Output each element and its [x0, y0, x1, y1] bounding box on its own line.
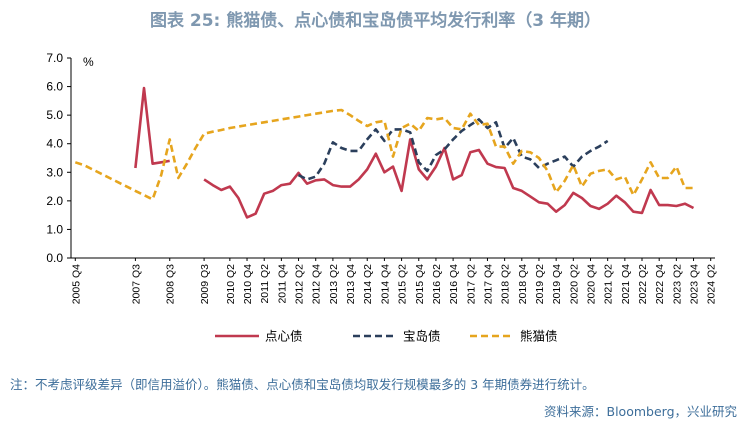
series-line-2	[297, 118, 609, 181]
y-tick-label: 4.0	[46, 137, 63, 151]
x-tick-label: 2017 Q4	[482, 264, 494, 304]
x-tick-label: 2024 Q2	[706, 264, 718, 304]
x-tick-label: 2017 Q2	[465, 264, 477, 304]
x-tick-label: 2013 Q4	[345, 264, 357, 304]
x-tick-label: 2007 Q3	[130, 264, 142, 304]
series-line-1	[134, 86, 170, 169]
y-axis-tick-labels: 0.0 1.0 2.0 3.0 4.0 5.0 6.0 7.0%	[46, 51, 94, 265]
x-tick-label: 2011 Q4	[276, 264, 288, 304]
x-tick-label: 2010 Q2	[225, 264, 237, 304]
x-tick-label: 2011 Q2	[259, 264, 271, 304]
legend-label: 宝岛债	[403, 329, 441, 344]
x-tick-label: 2016 Q2	[431, 264, 443, 304]
chart-footnote: 注：不考虑评级差异（即信用溢价）。熊猫债、点心债和宝岛债均取发行规模最多的 3 …	[10, 377, 595, 392]
y-tick-label: 3.0	[46, 165, 63, 179]
x-tick-label: 2014 Q2	[362, 264, 374, 304]
y-tick-label: 0.0	[46, 251, 63, 265]
x-tick-label: 2023 Q4	[689, 264, 701, 304]
x-tick-label: 2020 Q2	[568, 264, 580, 304]
x-tick-label: 2012 Q2	[294, 264, 306, 304]
y-tick-label: 2.0	[46, 194, 63, 208]
x-tick-label: 2023 Q2	[671, 264, 683, 304]
chart-series-lines	[74, 86, 695, 219]
y-tick-label: 6.0	[46, 80, 63, 94]
x-tick-label: 2018 Q4	[517, 264, 529, 304]
x-tick-label: 2022 Q4	[654, 264, 666, 304]
legend-label: 点心债	[265, 329, 303, 344]
x-tick-label: 2008 Q3	[165, 264, 177, 304]
x-tick-label: 2015 Q2	[397, 264, 409, 304]
x-tick-label: 2013 Q2	[328, 264, 340, 304]
chart-title: 图表 25: 熊猫债、点心债和宝岛债平均发行利率（3 年期）	[149, 11, 602, 31]
chart-legend: 点心债 宝岛债 熊猫债	[215, 329, 558, 344]
x-tick-label: 2012 Q4	[311, 264, 323, 304]
chart-axes	[67, 57, 715, 261]
x-tick-label: 2018 Q2	[500, 264, 512, 304]
x-tick-label: 2016 Q4	[448, 264, 460, 304]
x-tick-label: 2014 Q4	[379, 264, 391, 304]
x-tick-label: 2019 Q2	[534, 264, 546, 304]
x-tick-label: 2009 Q3	[199, 264, 211, 304]
y-tick-label: 1.0	[46, 222, 63, 236]
y-unit-label: %	[83, 55, 94, 69]
x-axis-tick-labels: 2005 Q4 2007 Q3 2008 Q3 2009 Q3 2010 Q2 2010 …	[70, 264, 717, 304]
x-tick-label: 2022 Q2	[637, 264, 649, 304]
series-line-1	[203, 138, 695, 219]
x-tick-label: 2005 Q4	[70, 264, 82, 304]
x-tick-label: 2021 Q4	[620, 264, 632, 304]
y-tick-label: 7.0	[46, 51, 63, 65]
x-tick-label: 2020 Q4	[585, 264, 597, 304]
x-tick-label: 2021 Q2	[603, 264, 615, 304]
x-tick-label: 2010 Q4	[242, 264, 254, 304]
x-tick-label: 2019 Q4	[551, 264, 563, 304]
y-tick-label: 5.0	[46, 108, 63, 122]
series-line-3	[74, 108, 694, 201]
x-tick-label: 2015 Q4	[414, 264, 426, 304]
chart-source: 资料来源：Bloomberg，兴业研究	[544, 404, 737, 419]
legend-label: 熊猫债	[520, 329, 558, 344]
